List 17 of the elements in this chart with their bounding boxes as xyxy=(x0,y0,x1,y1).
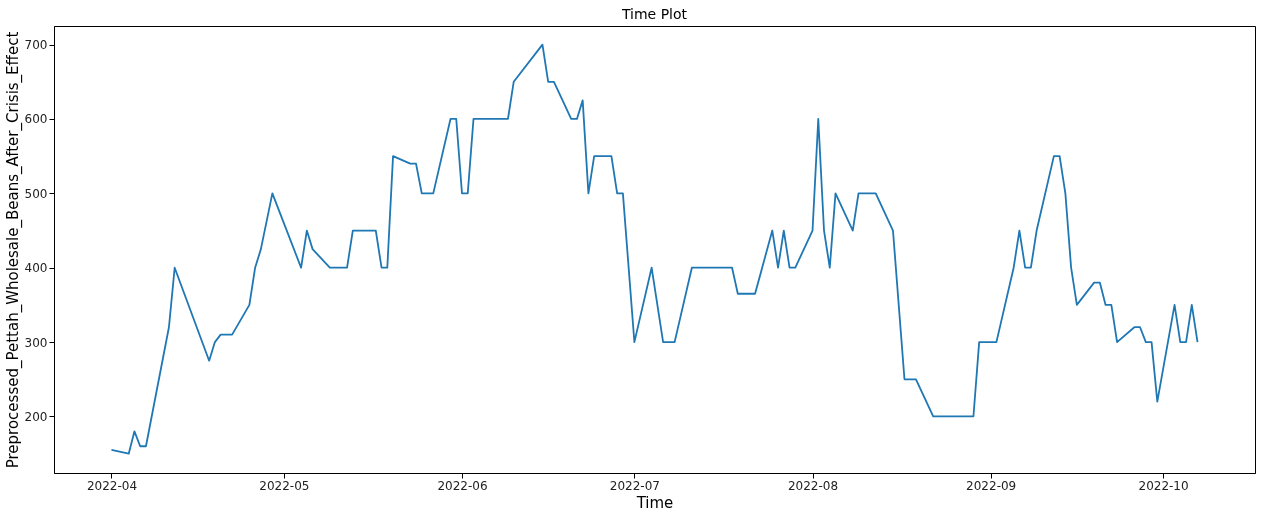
x-tick-label: 2022-06 xyxy=(437,478,488,493)
y-tick-label: 300 xyxy=(24,335,48,350)
x-tick-label: 2022-09 xyxy=(966,478,1017,493)
x-tick-label: 2022-05 xyxy=(259,478,310,493)
x-tick-label: 2022-07 xyxy=(609,478,660,493)
x-axis-title: Time xyxy=(635,493,674,512)
x-tick-label: 2022-08 xyxy=(787,478,839,493)
chart-title: Time Plot xyxy=(620,6,688,22)
y-tick-label: 700 xyxy=(24,38,48,53)
y-axis-title: Preprocessed_Pettah_Wholesale_Beans_After_Crisis_Effect xyxy=(3,31,23,469)
x-tick-label: 2022-04 xyxy=(86,478,138,493)
y-tick-label: 500 xyxy=(24,186,48,201)
y-tick-label: 200 xyxy=(24,409,48,424)
line-series xyxy=(110,43,1199,455)
x-tick-label: 2022-10 xyxy=(1138,478,1189,493)
y-tick-label: 600 xyxy=(24,112,48,127)
y-tick-label: 400 xyxy=(24,261,48,276)
